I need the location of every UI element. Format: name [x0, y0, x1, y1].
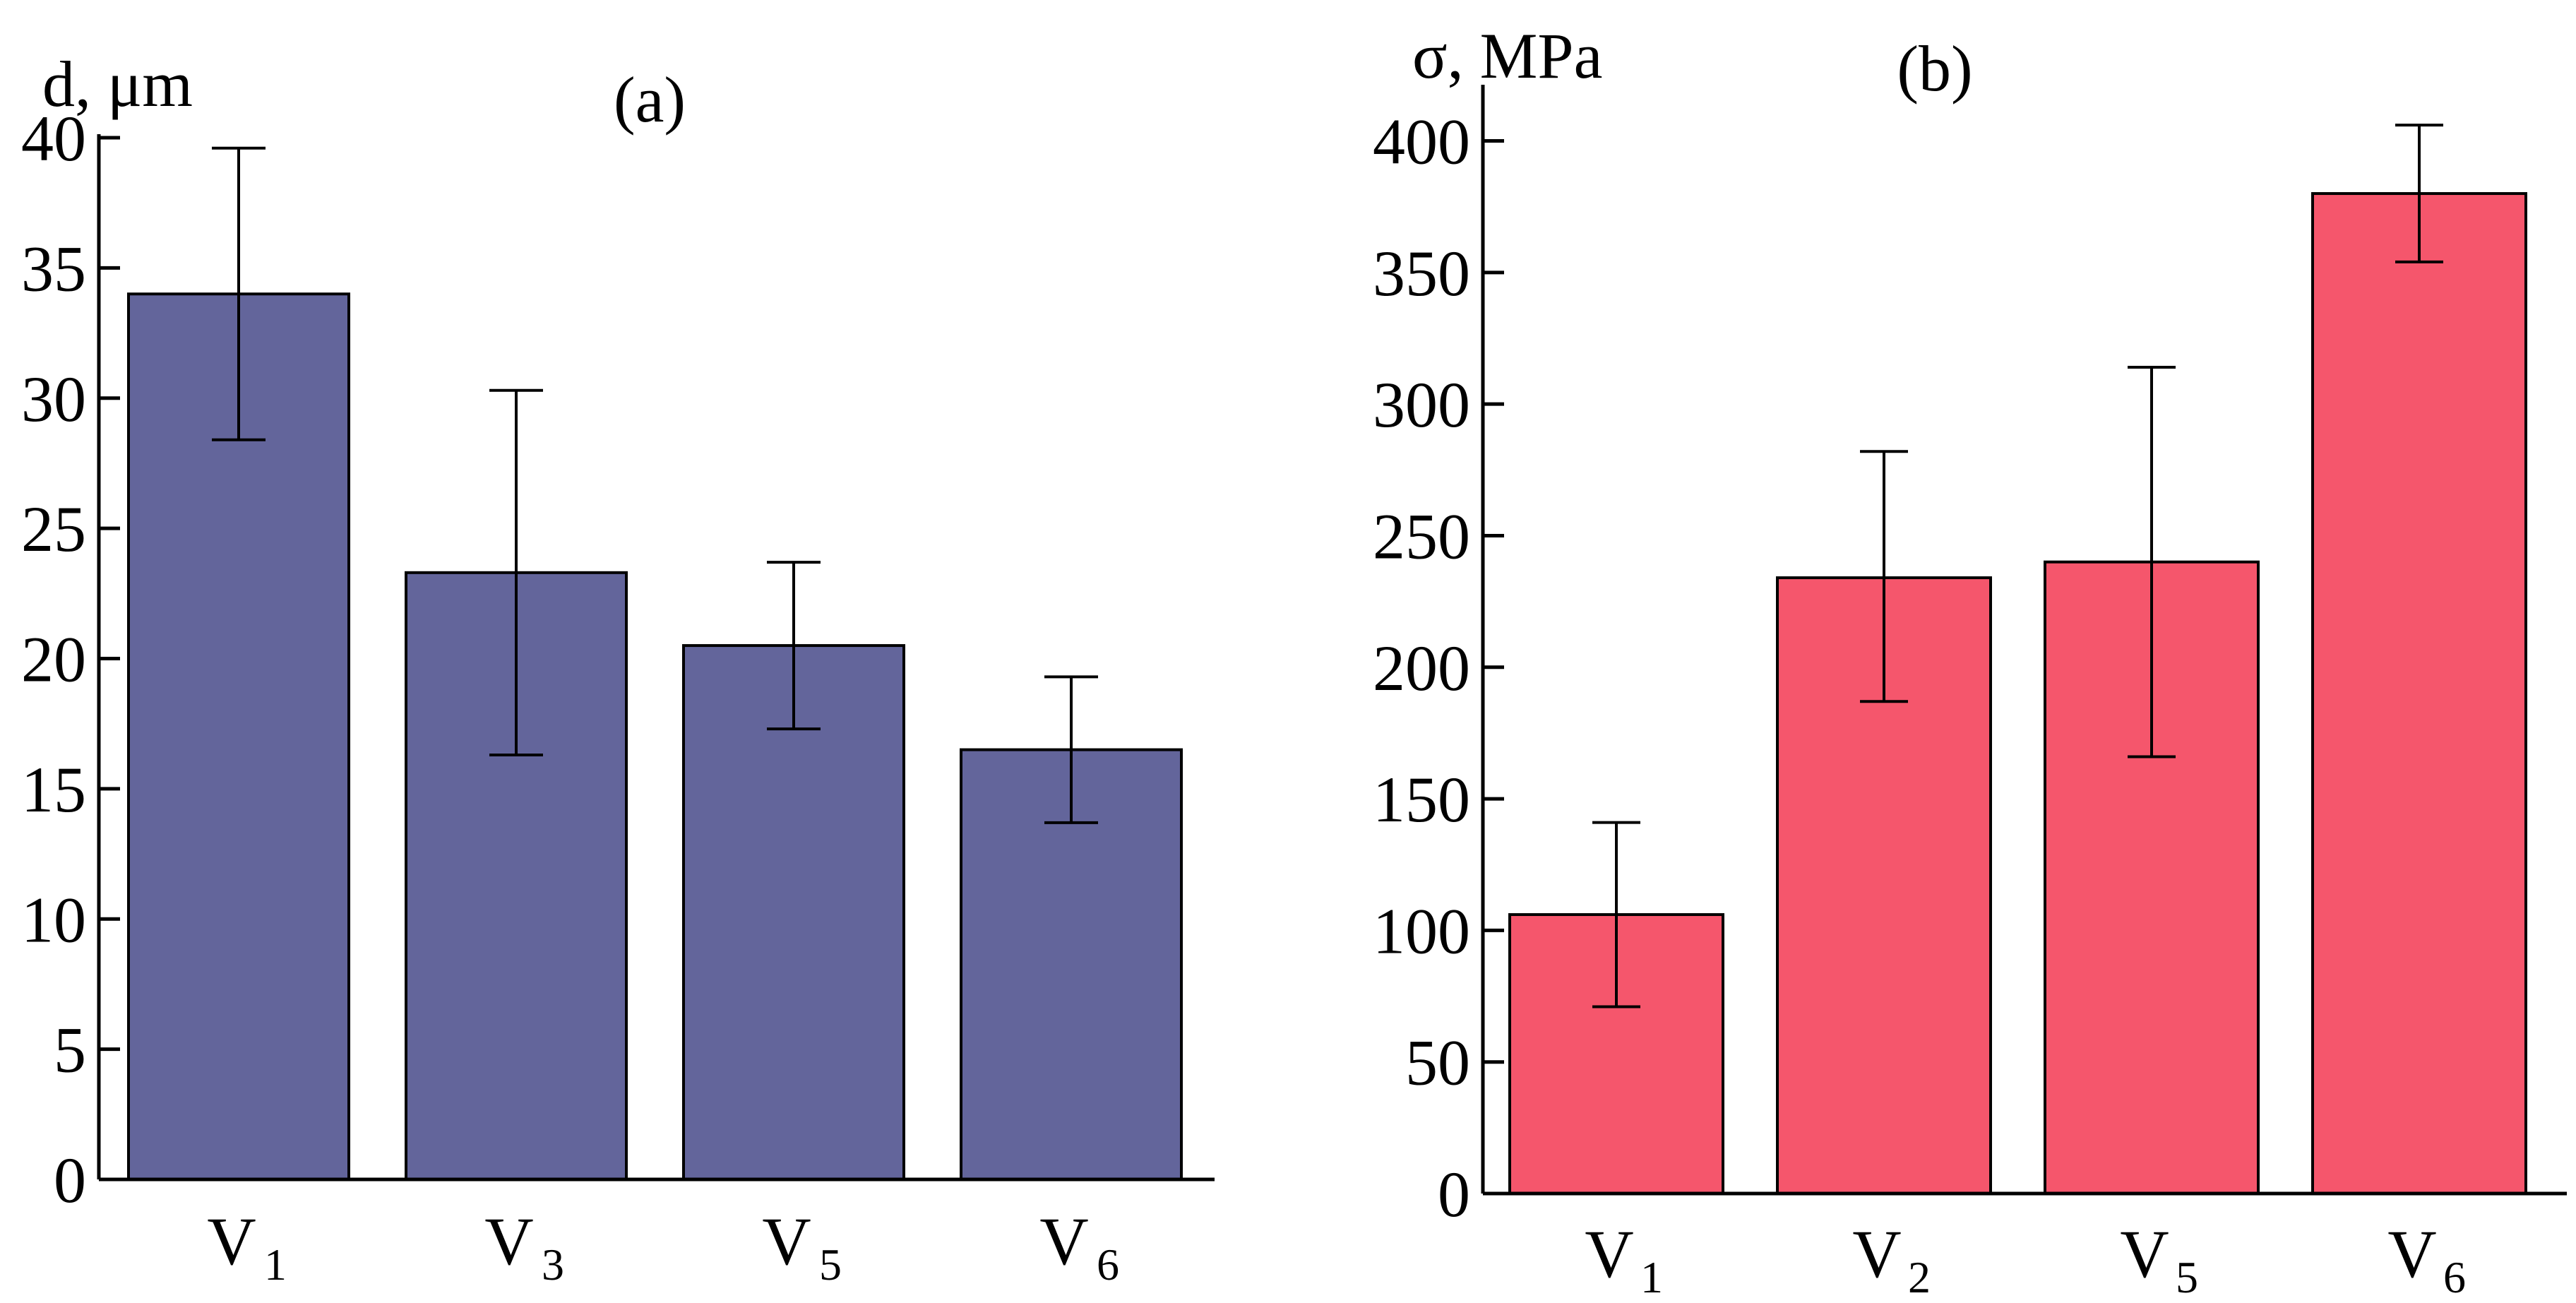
y-axis-title: d, μm — [42, 48, 193, 120]
y-tick-label: 15 — [21, 754, 86, 826]
y-tick-label: 400 — [1373, 106, 1470, 178]
error-bar — [1044, 675, 1098, 824]
y-tick-label: 5 — [54, 1014, 86, 1086]
y-tick-label: 0 — [54, 1144, 86, 1216]
y-tick-label: 350 — [1373, 237, 1470, 309]
error-bar — [2395, 124, 2443, 263]
error-bar — [1860, 450, 1908, 703]
x-tick-label-main: V — [1039, 1203, 1088, 1279]
y-tick-label: 25 — [21, 493, 86, 565]
x-tick-label-subscript: 3 — [542, 1239, 564, 1290]
error-bar — [489, 388, 543, 756]
x-tick-label-main: V — [484, 1203, 533, 1279]
x-tick-label-subscript: 5 — [2176, 1252, 2198, 1299]
x-tick-label-subscript: 6 — [2443, 1252, 2466, 1299]
y-tick-label: 0 — [1438, 1158, 1470, 1230]
x-tick-label-main: V — [2387, 1216, 2436, 1292]
panel-label: (b) — [1897, 32, 1972, 105]
y-axis-title: σ, MPa — [1412, 20, 1602, 92]
x-tick-label-subscript: 5 — [819, 1239, 842, 1290]
y-tick-label: 20 — [21, 624, 86, 696]
x-tick-label-subscript: 2 — [1908, 1252, 1931, 1299]
x-tick-label-subscript: 1 — [1640, 1252, 1663, 1299]
y-tick-label: 10 — [21, 883, 86, 956]
x-tick-label-main: V — [1585, 1216, 1633, 1292]
y-tick-label: 30 — [21, 363, 86, 435]
bar — [2311, 192, 2527, 1195]
y-tick-label: 150 — [1373, 763, 1470, 835]
y-tick-label: 35 — [21, 232, 86, 304]
error-bar — [1592, 821, 1640, 1009]
error-bar — [2128, 365, 2176, 758]
x-tick-label-subscript: 1 — [264, 1239, 287, 1290]
y-tick-label: 40 — [21, 102, 86, 174]
panel-label: (a) — [614, 64, 686, 136]
y-tick-label: 250 — [1373, 500, 1470, 572]
x-tick-label-main: V — [207, 1203, 256, 1279]
x-tick-label-main: V — [1852, 1216, 1901, 1292]
y-tick-label: 50 — [1405, 1027, 1470, 1099]
error-bar — [767, 561, 821, 731]
error-bar — [212, 146, 266, 441]
x-tick-label-main: V — [762, 1203, 811, 1279]
y-tick-label: 200 — [1373, 632, 1470, 704]
y-tick-label: 100 — [1373, 895, 1470, 967]
x-tick-label-subscript: 6 — [1097, 1239, 1119, 1290]
y-tick-label: 300 — [1373, 369, 1470, 441]
bar — [127, 292, 350, 1181]
x-tick-label-main: V — [2120, 1216, 2169, 1292]
